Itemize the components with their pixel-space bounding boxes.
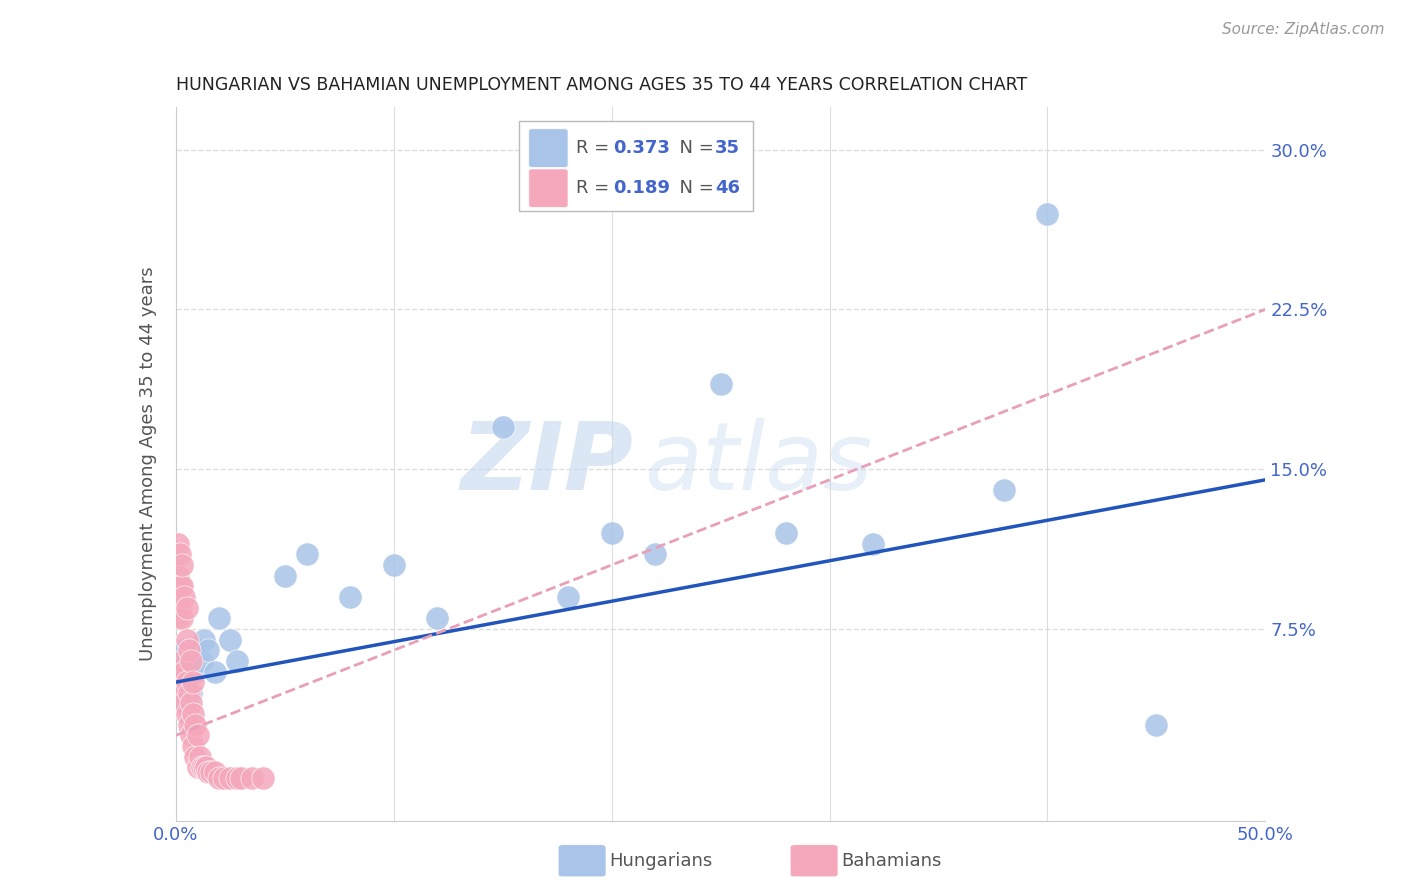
- Point: [167, 568, 190, 582]
- Y-axis label: Unemployment Among Ages 35 to 44 years: Unemployment Among Ages 35 to 44 years: [139, 267, 157, 661]
- Point: [1036, 206, 1059, 220]
- Point: [176, 654, 198, 668]
- Point: [186, 760, 209, 774]
- Point: [181, 739, 204, 753]
- Point: [197, 643, 219, 657]
- Text: 0.189: 0.189: [613, 179, 669, 197]
- Point: [172, 558, 194, 572]
- Point: [600, 526, 623, 541]
- Text: Hungarians: Hungarians: [609, 852, 711, 870]
- Point: [173, 675, 195, 690]
- Point: [181, 675, 204, 690]
- Text: ZIP: ZIP: [461, 417, 633, 510]
- Point: [1144, 718, 1167, 732]
- Text: 46: 46: [716, 179, 740, 197]
- Point: [169, 600, 191, 615]
- Point: [180, 686, 202, 700]
- Point: [167, 611, 190, 625]
- Point: [252, 771, 274, 785]
- Point: [181, 654, 204, 668]
- Point: [172, 579, 194, 593]
- FancyBboxPatch shape: [529, 169, 568, 208]
- Text: R =: R =: [575, 139, 614, 157]
- Point: [173, 590, 195, 604]
- Point: [492, 419, 515, 434]
- Point: [382, 558, 405, 572]
- Point: [176, 600, 198, 615]
- Point: [173, 643, 195, 657]
- Point: [176, 707, 198, 722]
- Point: [295, 547, 318, 561]
- Point: [173, 697, 195, 711]
- Point: [219, 632, 242, 647]
- Point: [225, 654, 247, 668]
- Point: [212, 771, 235, 785]
- Point: [775, 526, 797, 541]
- Point: [172, 665, 194, 679]
- Point: [339, 590, 361, 604]
- Point: [172, 654, 194, 668]
- Point: [240, 771, 263, 785]
- Point: [200, 764, 222, 779]
- Point: [180, 728, 202, 742]
- Point: [188, 749, 211, 764]
- Point: [193, 760, 215, 774]
- Point: [177, 643, 200, 657]
- Point: [195, 760, 218, 774]
- Point: [167, 675, 190, 690]
- Point: [225, 771, 247, 785]
- Point: [184, 749, 207, 764]
- Text: HUNGARIAN VS BAHAMIAN UNEMPLOYMENT AMONG AGES 35 TO 44 YEARS CORRELATION CHART: HUNGARIAN VS BAHAMIAN UNEMPLOYMENT AMONG…: [176, 77, 1026, 95]
- Text: 35: 35: [716, 139, 740, 157]
- Point: [177, 718, 200, 732]
- Point: [176, 632, 198, 647]
- Point: [167, 537, 190, 551]
- Point: [993, 483, 1015, 498]
- Point: [181, 707, 204, 722]
- Point: [169, 654, 191, 668]
- Point: [191, 760, 214, 774]
- FancyBboxPatch shape: [529, 128, 568, 168]
- Point: [191, 654, 214, 668]
- Point: [186, 728, 209, 742]
- Point: [197, 764, 219, 779]
- Point: [204, 665, 226, 679]
- Text: atlas: atlas: [644, 418, 873, 509]
- Text: Bahamians: Bahamians: [841, 852, 941, 870]
- Point: [184, 665, 207, 679]
- Point: [219, 771, 242, 785]
- Text: R =: R =: [575, 179, 614, 197]
- Text: Source: ZipAtlas.com: Source: ZipAtlas.com: [1222, 22, 1385, 37]
- Point: [172, 686, 194, 700]
- Text: N =: N =: [668, 179, 720, 197]
- Point: [172, 611, 194, 625]
- Point: [176, 675, 198, 690]
- Point: [710, 376, 733, 391]
- Point: [231, 771, 253, 785]
- Point: [169, 686, 191, 700]
- Point: [177, 665, 200, 679]
- Point: [186, 643, 209, 657]
- Point: [208, 771, 231, 785]
- Point: [169, 547, 191, 561]
- Point: [193, 632, 215, 647]
- Point: [184, 718, 207, 732]
- Text: N =: N =: [668, 139, 720, 157]
- Point: [208, 611, 231, 625]
- Point: [177, 686, 200, 700]
- FancyBboxPatch shape: [519, 121, 754, 211]
- Point: [204, 764, 226, 779]
- Point: [180, 654, 202, 668]
- Point: [180, 697, 202, 711]
- Point: [173, 665, 195, 679]
- Point: [644, 547, 666, 561]
- Point: [169, 675, 191, 690]
- Point: [557, 590, 579, 604]
- Point: [426, 611, 449, 625]
- Text: 0.373: 0.373: [613, 139, 669, 157]
- Point: [274, 568, 297, 582]
- Point: [169, 579, 191, 593]
- Point: [862, 537, 884, 551]
- Point: [172, 697, 194, 711]
